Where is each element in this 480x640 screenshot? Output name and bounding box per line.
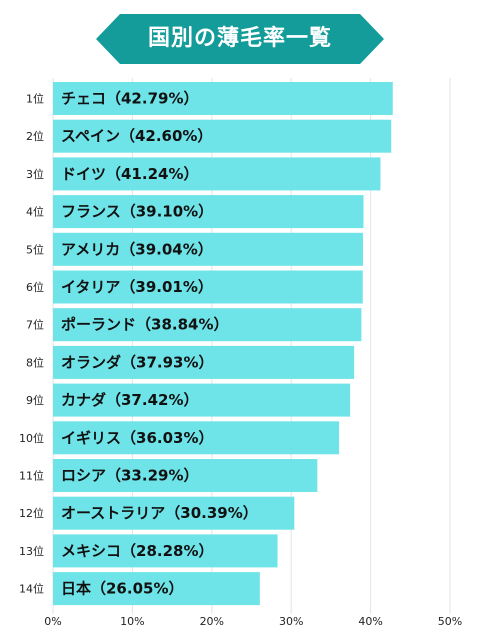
rank-label: 8位: [26, 355, 44, 369]
rank-label: 14位: [19, 582, 44, 596]
bar-label: チェコ（42.79%）: [61, 90, 198, 108]
rank-label: 9位: [26, 393, 44, 407]
bar: [53, 308, 362, 342]
bar-label: メキシコ（28.28%）: [61, 542, 213, 560]
bar: [53, 496, 295, 530]
x-tick-label: 0%: [44, 615, 61, 628]
rank-label: 7位: [26, 318, 44, 332]
bar-label: フランス（39.10%）: [61, 203, 213, 221]
x-tick-label: 20%: [200, 615, 224, 628]
x-tick-label: 40%: [358, 615, 382, 628]
rank-label: 11位: [19, 469, 44, 483]
bar: [53, 119, 392, 153]
rank-label: 2位: [26, 129, 44, 143]
bar-label: ドイツ（41.24%）: [61, 165, 198, 183]
bar: [53, 82, 393, 115]
rank-label: 10位: [19, 431, 44, 445]
bar-label: ポーランド（38.84%）: [61, 316, 228, 334]
rank-label: 6位: [26, 280, 44, 294]
bar: [53, 459, 318, 492]
rank-label: 4位: [26, 205, 44, 219]
bar-label: スペイン（42.60%）: [61, 127, 212, 145]
x-tick-label: 50%: [438, 615, 462, 628]
bar: [53, 270, 363, 304]
bar-label: カナダ（37.42%）: [61, 391, 198, 409]
bar: [53, 421, 340, 455]
title-banner-shape: [96, 14, 384, 64]
bar: [53, 572, 260, 606]
bar-label: ロシア（33.29%）: [61, 467, 198, 485]
title-banner: 国別の薄毛率一覧: [96, 14, 384, 64]
bar: [53, 195, 364, 229]
x-tick-label: 10%: [120, 615, 144, 628]
rank-label: 1位: [26, 92, 44, 106]
x-tick-label: 30%: [279, 615, 303, 628]
bar-label: オーストラリア（30.39%）: [61, 504, 258, 522]
bar: [53, 383, 351, 417]
bar-label: オランダ（37.93%）: [61, 353, 213, 371]
bar-label: アメリカ（39.04%）: [61, 240, 213, 258]
bar-label: 日本（26.05%）: [61, 580, 183, 598]
rank-label: 12位: [19, 506, 44, 520]
bar: [53, 534, 278, 568]
bar-label: イギリス（36.03%）: [61, 429, 213, 447]
rank-label: 13位: [19, 544, 44, 558]
bar: [53, 345, 355, 379]
bar-label: イタリア（39.01%）: [61, 278, 213, 296]
bar: [53, 232, 363, 266]
rank-label: 5位: [26, 242, 44, 256]
chart-title: 国別の薄毛率一覧: [147, 26, 332, 51]
bar: [53, 157, 381, 191]
rank-label: 3位: [26, 167, 44, 181]
